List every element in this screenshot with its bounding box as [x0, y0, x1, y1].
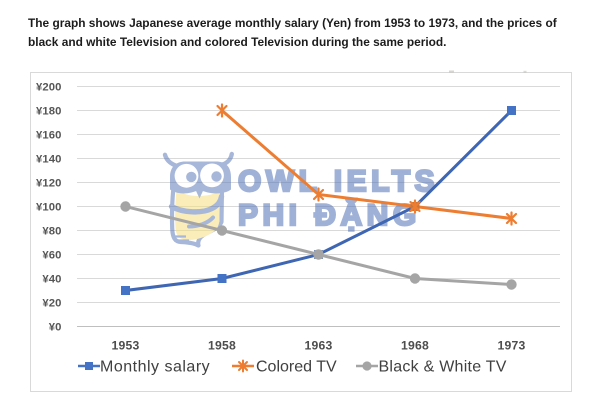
- svg-text:¥200: ¥200: [36, 82, 62, 94]
- svg-text:¥160: ¥160: [36, 130, 62, 142]
- svg-text:Black & White TV: Black & White TV: [379, 359, 507, 376]
- svg-text:1953: 1953: [112, 339, 140, 353]
- svg-text:¥120: ¥120: [36, 178, 62, 190]
- svg-text:1968: 1968: [401, 339, 429, 353]
- svg-text:¥180: ¥180: [36, 106, 62, 118]
- svg-text:¥140: ¥140: [36, 154, 62, 166]
- svg-text:Colored TV: Colored TV: [256, 359, 337, 376]
- svg-text:¥40: ¥40: [42, 274, 61, 286]
- svg-text:¥80: ¥80: [42, 226, 61, 238]
- svg-text:¥0: ¥0: [49, 322, 62, 334]
- svg-text:¥60: ¥60: [42, 250, 61, 262]
- svg-text:Monthly salary: Monthly salary: [100, 359, 210, 376]
- svg-text:OWL IELTS: OWL IELTS: [238, 165, 439, 198]
- svg-text:1958: 1958: [208, 339, 236, 353]
- svg-text:1973: 1973: [498, 339, 526, 353]
- svg-text:¥100: ¥100: [36, 202, 62, 214]
- svg-text:¥20: ¥20: [42, 298, 61, 310]
- svg-text:PHI ĐẶNG: PHI ĐẶNG: [238, 198, 421, 232]
- svg-text:1963: 1963: [305, 339, 333, 353]
